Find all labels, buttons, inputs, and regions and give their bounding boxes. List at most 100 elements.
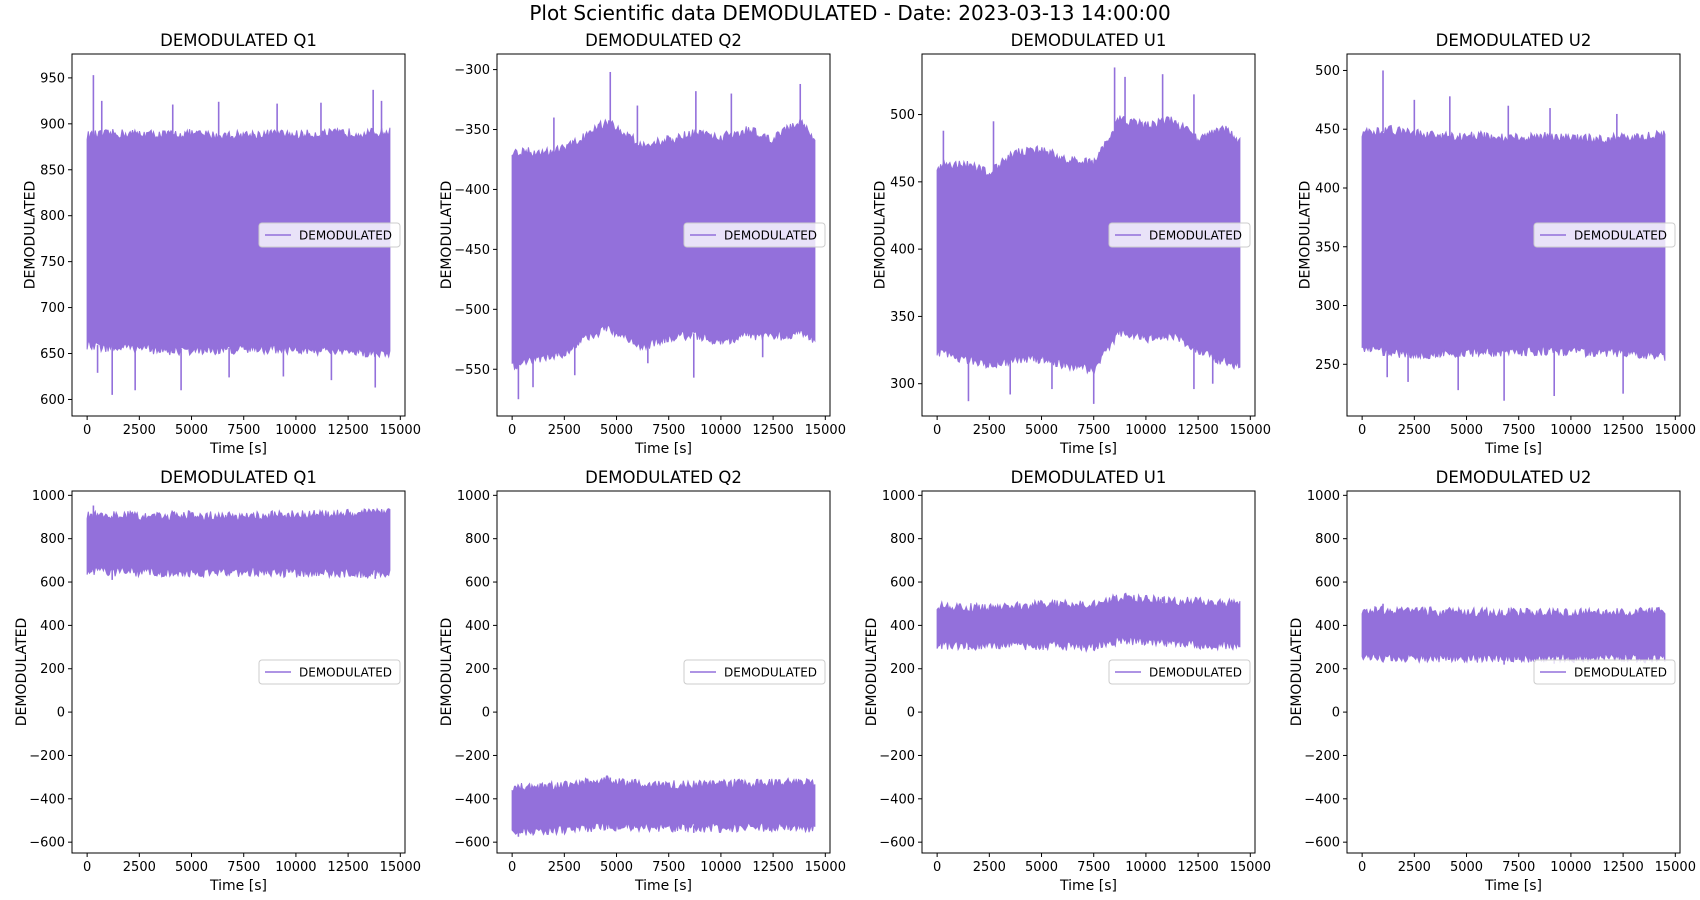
x-tick-label: 15000 bbox=[380, 860, 421, 875]
series-demodulated bbox=[936, 592, 1241, 653]
legend: DEMODULATED bbox=[1533, 659, 1676, 685]
y-tick-label: 200 bbox=[1315, 662, 1340, 677]
y-axis-label: DEMODULATED bbox=[873, 181, 889, 290]
legend-box bbox=[1533, 222, 1676, 248]
x-axis-label: Time [s] bbox=[1059, 878, 1117, 894]
y-axis-label: DEMODULATED bbox=[14, 618, 30, 727]
x-tick-label: 5000 bbox=[1450, 423, 1483, 438]
y-axis-label: DEMODULATED bbox=[864, 618, 880, 727]
y-tick-label: 600 bbox=[1315, 576, 1340, 591]
legend-box bbox=[1533, 659, 1676, 685]
panel-title: DEMODULATED Q2 bbox=[585, 468, 742, 487]
axes-frame bbox=[496, 490, 831, 854]
x-tick-label: 15000 bbox=[805, 423, 846, 438]
series-demodulated bbox=[511, 71, 816, 400]
axes-frame bbox=[496, 53, 831, 417]
y-tick-label: −450 bbox=[454, 243, 490, 258]
legend-label: DEMODULATED bbox=[1574, 229, 1667, 243]
x-tick-label: 7500 bbox=[652, 860, 685, 875]
x-tick-label: 2500 bbox=[123, 423, 156, 438]
y-axis-label: DEMODULATED bbox=[1289, 618, 1305, 727]
axes-frame bbox=[1346, 53, 1681, 417]
y-axis-label: DEMODULATED bbox=[439, 181, 455, 290]
y-tick-label: 450 bbox=[890, 175, 915, 190]
y-tick-label: 600 bbox=[465, 576, 490, 591]
legend-label: DEMODULATED bbox=[299, 666, 392, 680]
legend-box bbox=[258, 222, 401, 248]
y-tick-label: −200 bbox=[454, 749, 490, 764]
series-demodulated bbox=[86, 505, 391, 580]
x-tick-label: 5000 bbox=[600, 860, 633, 875]
y-tick-label: 350 bbox=[1315, 240, 1340, 255]
panel-7: 0 2500 5000 7500 10000 12500 15000−600−400−200… bbox=[864, 468, 1271, 894]
legend-label: DEMODULATED bbox=[1149, 229, 1242, 243]
y-tick-label: 450 bbox=[1315, 123, 1340, 138]
x-tick-label: 10000 bbox=[1550, 860, 1591, 875]
y-tick-label: 500 bbox=[890, 108, 915, 123]
panel-title: DEMODULATED U2 bbox=[1436, 468, 1592, 487]
y-tick-label: 600 bbox=[890, 576, 915, 591]
y-tick-label: 200 bbox=[40, 662, 65, 677]
x-tick-label: 0 bbox=[83, 423, 91, 438]
y-tick-label: −400 bbox=[879, 792, 915, 807]
panel-8: 0 2500 5000 7500 10000 12500 15000−600−400−200… bbox=[1289, 468, 1696, 894]
y-tick-label: −600 bbox=[29, 836, 65, 851]
x-tick-label: 7500 bbox=[1077, 860, 1110, 875]
panel-title: DEMODULATED U1 bbox=[1011, 468, 1167, 487]
axes-frame bbox=[921, 53, 1256, 417]
y-tick-label: 300 bbox=[1315, 299, 1340, 314]
x-tick-label: 0 bbox=[508, 860, 516, 875]
y-tick-label: 650 bbox=[40, 347, 65, 362]
x-tick-label: 12500 bbox=[1602, 860, 1643, 875]
legend-box bbox=[1108, 659, 1251, 685]
y-tick-label: −600 bbox=[454, 836, 490, 851]
y-tick-label: −600 bbox=[879, 836, 915, 851]
series-demodulated bbox=[1361, 70, 1666, 401]
signal-band bbox=[511, 775, 816, 837]
y-tick-label: −500 bbox=[454, 303, 490, 318]
x-tick-label: 7500 bbox=[1502, 860, 1535, 875]
y-tick-label: 750 bbox=[40, 255, 65, 270]
legend: DEMODULATED bbox=[1108, 222, 1251, 248]
y-tick-label: 400 bbox=[40, 619, 65, 634]
x-tick-label: 5000 bbox=[1025, 860, 1058, 875]
x-tick-label: 2500 bbox=[973, 860, 1006, 875]
x-axis-label: Time [s] bbox=[634, 441, 692, 457]
legend-label: DEMODULATED bbox=[1149, 666, 1242, 680]
y-tick-label: 800 bbox=[465, 532, 490, 547]
legend: DEMODULATED bbox=[1108, 659, 1251, 685]
y-tick-label: 600 bbox=[40, 576, 65, 591]
x-tick-label: 7500 bbox=[1502, 423, 1535, 438]
y-tick-label: 900 bbox=[40, 117, 65, 132]
x-tick-label: 2500 bbox=[548, 860, 581, 875]
x-tick-label: 0 bbox=[83, 860, 91, 875]
x-tick-label: 15000 bbox=[805, 860, 846, 875]
y-tick-label: 400 bbox=[890, 619, 915, 634]
y-tick-label: 0 bbox=[57, 706, 65, 721]
x-tick-label: 15000 bbox=[1655, 423, 1696, 438]
x-axis-label: Time [s] bbox=[209, 878, 267, 894]
y-tick-label: 300 bbox=[890, 377, 915, 392]
x-tick-label: 5000 bbox=[175, 860, 208, 875]
panel-5: 0 2500 5000 7500 10000 12500 15000−600−400−200… bbox=[14, 468, 421, 894]
y-tick-label: −200 bbox=[879, 749, 915, 764]
panel-title: DEMODULATED Q1 bbox=[160, 31, 317, 50]
signal-band bbox=[936, 592, 1241, 653]
x-tick-label: 12500 bbox=[752, 423, 793, 438]
x-axis-label: Time [s] bbox=[1484, 878, 1542, 894]
signal-band bbox=[511, 118, 816, 371]
x-tick-label: 10000 bbox=[1125, 423, 1166, 438]
x-tick-label: 10000 bbox=[275, 860, 316, 875]
y-tick-label: 800 bbox=[40, 209, 65, 224]
y-tick-label: −400 bbox=[1304, 792, 1340, 807]
x-tick-label: 10000 bbox=[700, 860, 741, 875]
signal-band bbox=[936, 115, 1241, 375]
x-tick-label: 0 bbox=[933, 860, 941, 875]
figure-title: Plot Scientific data DEMODULATED - Date:… bbox=[529, 1, 1170, 25]
x-tick-label: 7500 bbox=[227, 423, 260, 438]
signal-band bbox=[1361, 124, 1666, 361]
x-tick-label: 10000 bbox=[1125, 860, 1166, 875]
x-tick-label: 2500 bbox=[1398, 860, 1431, 875]
x-tick-label: 2500 bbox=[548, 423, 581, 438]
y-tick-label: −400 bbox=[29, 792, 65, 807]
